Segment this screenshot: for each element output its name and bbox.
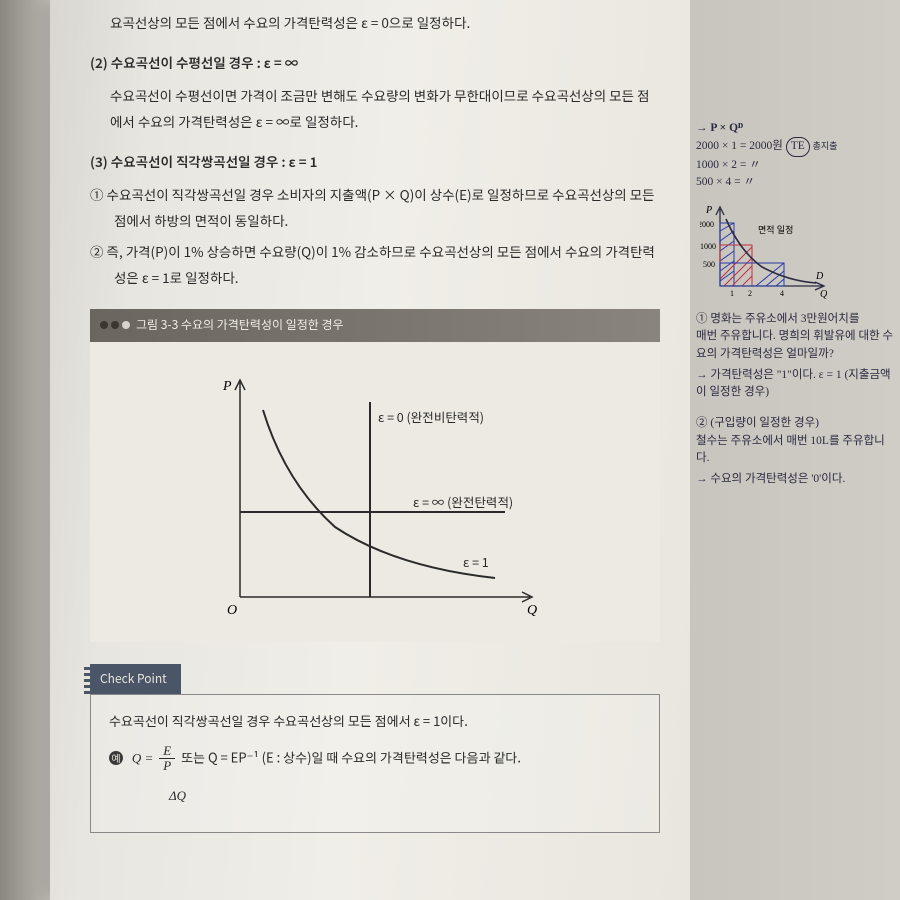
note1-head: ① 명화는 주유소에서 3만원어치를: [696, 311, 894, 328]
margin-calc: → P × Qᴰ 2000 × 1 = 2000원 TE 총지출 1000 × …: [696, 120, 894, 191]
checkpoint-line-3: ΔQ: [109, 784, 641, 809]
svg-text:D: D: [815, 271, 824, 282]
section-3-item-2: ② 즉, 가격(P)이 1% 상승하면 수요량(Q)이 1% 감소하므로 수요곡…: [90, 239, 660, 290]
dot-icon: [111, 321, 119, 329]
section-3-item-1: ① 수요곡선이 직각쌍곡선일 경우 소비자의 지출액(P × Q)이 상수(E)…: [90, 182, 660, 233]
svg-text:Q: Q: [820, 289, 828, 300]
svg-text:P: P: [705, 205, 712, 216]
checkpoint-tab: Check Point: [90, 664, 181, 695]
fraction: E P: [159, 744, 175, 774]
axis-x-label: Q: [527, 603, 537, 618]
svg-text:2000: 2000: [700, 220, 714, 229]
section-3-head: (3) 수요곡선이 직각쌍곡선일 경우 : ε = 1: [90, 149, 660, 175]
eq-prefix: Q =: [132, 750, 153, 765]
axis-y-label: P: [222, 379, 232, 394]
dot-icon: [100, 321, 108, 329]
svg-text:면적 일정: 면적 일정: [758, 224, 793, 235]
calc-line-2: 1000 × 2 = 〃: [696, 157, 894, 174]
textbook-page: 요곡선상의 모든 점에서 수요의 가격탄력성은 ε = 0으로 일정하다. (2…: [50, 0, 690, 900]
note2-body: 철수는 주유소에서 매번 10L를 주유합니다.: [696, 433, 894, 468]
margin-header: P × Qᴰ: [710, 122, 743, 134]
svg-text:1000: 1000: [700, 242, 716, 251]
checkpoint-line-1: 수요곡선이 직각쌍곡선일 경우 수요곡선상의 모든 점에서 ε = 1이다.: [109, 709, 641, 734]
fraction-num: E: [159, 744, 175, 759]
note2-ans: → 수요의 가격탄력성은 '0'이다.: [696, 471, 894, 488]
margin-mini-chart: P Q 2000 1000 500 1 2 4: [700, 201, 830, 301]
example-bullet-icon: 예: [109, 751, 123, 765]
note2-head: ② (구입량이 일정한 경우): [696, 415, 894, 432]
note1-ans: → 가격탄력성은 "1"이다. ε = 1 (지출금액이 일정한 경우): [696, 367, 894, 402]
margin-notes: → P × Qᴰ 2000 × 1 = 2000원 TE 총지출 1000 × …: [690, 0, 900, 900]
note1-body: 매번 주유합니다. 명희의 휘발유에 대한 수요의 가격탄력성은 얼마일까?: [696, 328, 894, 363]
svg-text:500: 500: [703, 260, 715, 269]
fraction-den: P: [159, 759, 175, 773]
section-2-body: 수요곡선이 수평선이면 가격이 조금만 변해도 수요량의 변화가 무한대이므로 …: [90, 83, 660, 134]
checkpoint-line-2: 예 Q = E P 또는 Q = EP⁻¹ (E : 상수)일 때 수요의 가격…: [109, 744, 641, 774]
calc-line-3: 500 × 4 = 〃: [696, 174, 894, 191]
checkpoint-box: 수요곡선이 직각쌍곡선일 경우 수요곡선상의 모든 점에서 ε = 1이다. 예…: [90, 694, 660, 833]
checkpoint-label: Check Point: [100, 670, 167, 687]
figure-header: 그림 3-3 수요의 가격탄력성이 일정한 경우: [90, 309, 660, 342]
calc-line-1: 2000 × 1 = 2000원 TE 총지출: [696, 137, 894, 156]
intro-line: 요곡선상의 모든 점에서 수요의 가격탄력성은 ε = 0으로 일정하다.: [90, 10, 660, 36]
svg-text:2: 2: [748, 289, 752, 298]
chart-svg: P Q O ε = 0 (완전비탄력적) ε = ∞ (완전탄력적) ε = 1: [185, 362, 565, 632]
arrow-icon: → P × Qᴰ: [696, 120, 894, 137]
figure-body: P Q O ε = 0 (완전비탄력적) ε = ∞ (완전탄력적) ε = 1: [90, 342, 660, 642]
section-2-head: (2) 수요곡선이 수평선일 경우 : ε = ∞: [90, 50, 660, 76]
dot-icon: [122, 321, 130, 329]
label-eps-one: ε = 1: [463, 552, 489, 571]
eq-suffix: 또는 Q = EP⁻¹ (E : 상수)일 때 수요의 가격탄력성은 다음과 같…: [181, 747, 521, 766]
origin-label: O: [227, 603, 237, 618]
elasticity-chart: P Q O ε = 0 (완전비탄력적) ε = ∞ (완전탄력적) ε = 1: [185, 362, 565, 632]
label-eps-inf: ε = ∞ (완전탄력적): [413, 492, 513, 511]
te-box: TE: [786, 137, 810, 156]
svg-text:4: 4: [780, 289, 784, 298]
figure-caption: 그림 3-3 수요의 가격탄력성이 일정한 경우: [136, 314, 344, 337]
label-eps-zero: ε = 0 (완전비탄력적): [378, 407, 484, 426]
margin-note-1: ① 명화는 주유소에서 3만원어치를 매번 주유합니다. 명희의 휘발유에 대한…: [696, 311, 894, 401]
svg-text:1: 1: [730, 289, 734, 298]
header-dots: [100, 321, 130, 329]
margin-note-2: ② (구입량이 일정한 경우) 철수는 주유소에서 매번 10L를 주유합니다.…: [696, 415, 894, 488]
book-spine: [0, 0, 50, 900]
